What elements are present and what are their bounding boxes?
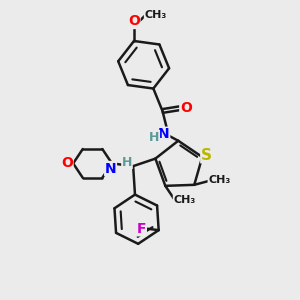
Text: CH₃: CH₃	[208, 175, 230, 185]
Text: O: O	[61, 156, 73, 170]
Text: O: O	[180, 100, 192, 115]
Text: O: O	[128, 14, 140, 28]
Text: CH₃: CH₃	[144, 10, 167, 20]
Text: H: H	[122, 155, 132, 169]
Text: CH₃: CH₃	[173, 195, 196, 205]
Text: N: N	[105, 161, 116, 176]
Text: H: H	[149, 130, 160, 143]
Text: S: S	[201, 148, 212, 163]
Text: F: F	[137, 222, 146, 236]
Text: N: N	[158, 127, 170, 141]
